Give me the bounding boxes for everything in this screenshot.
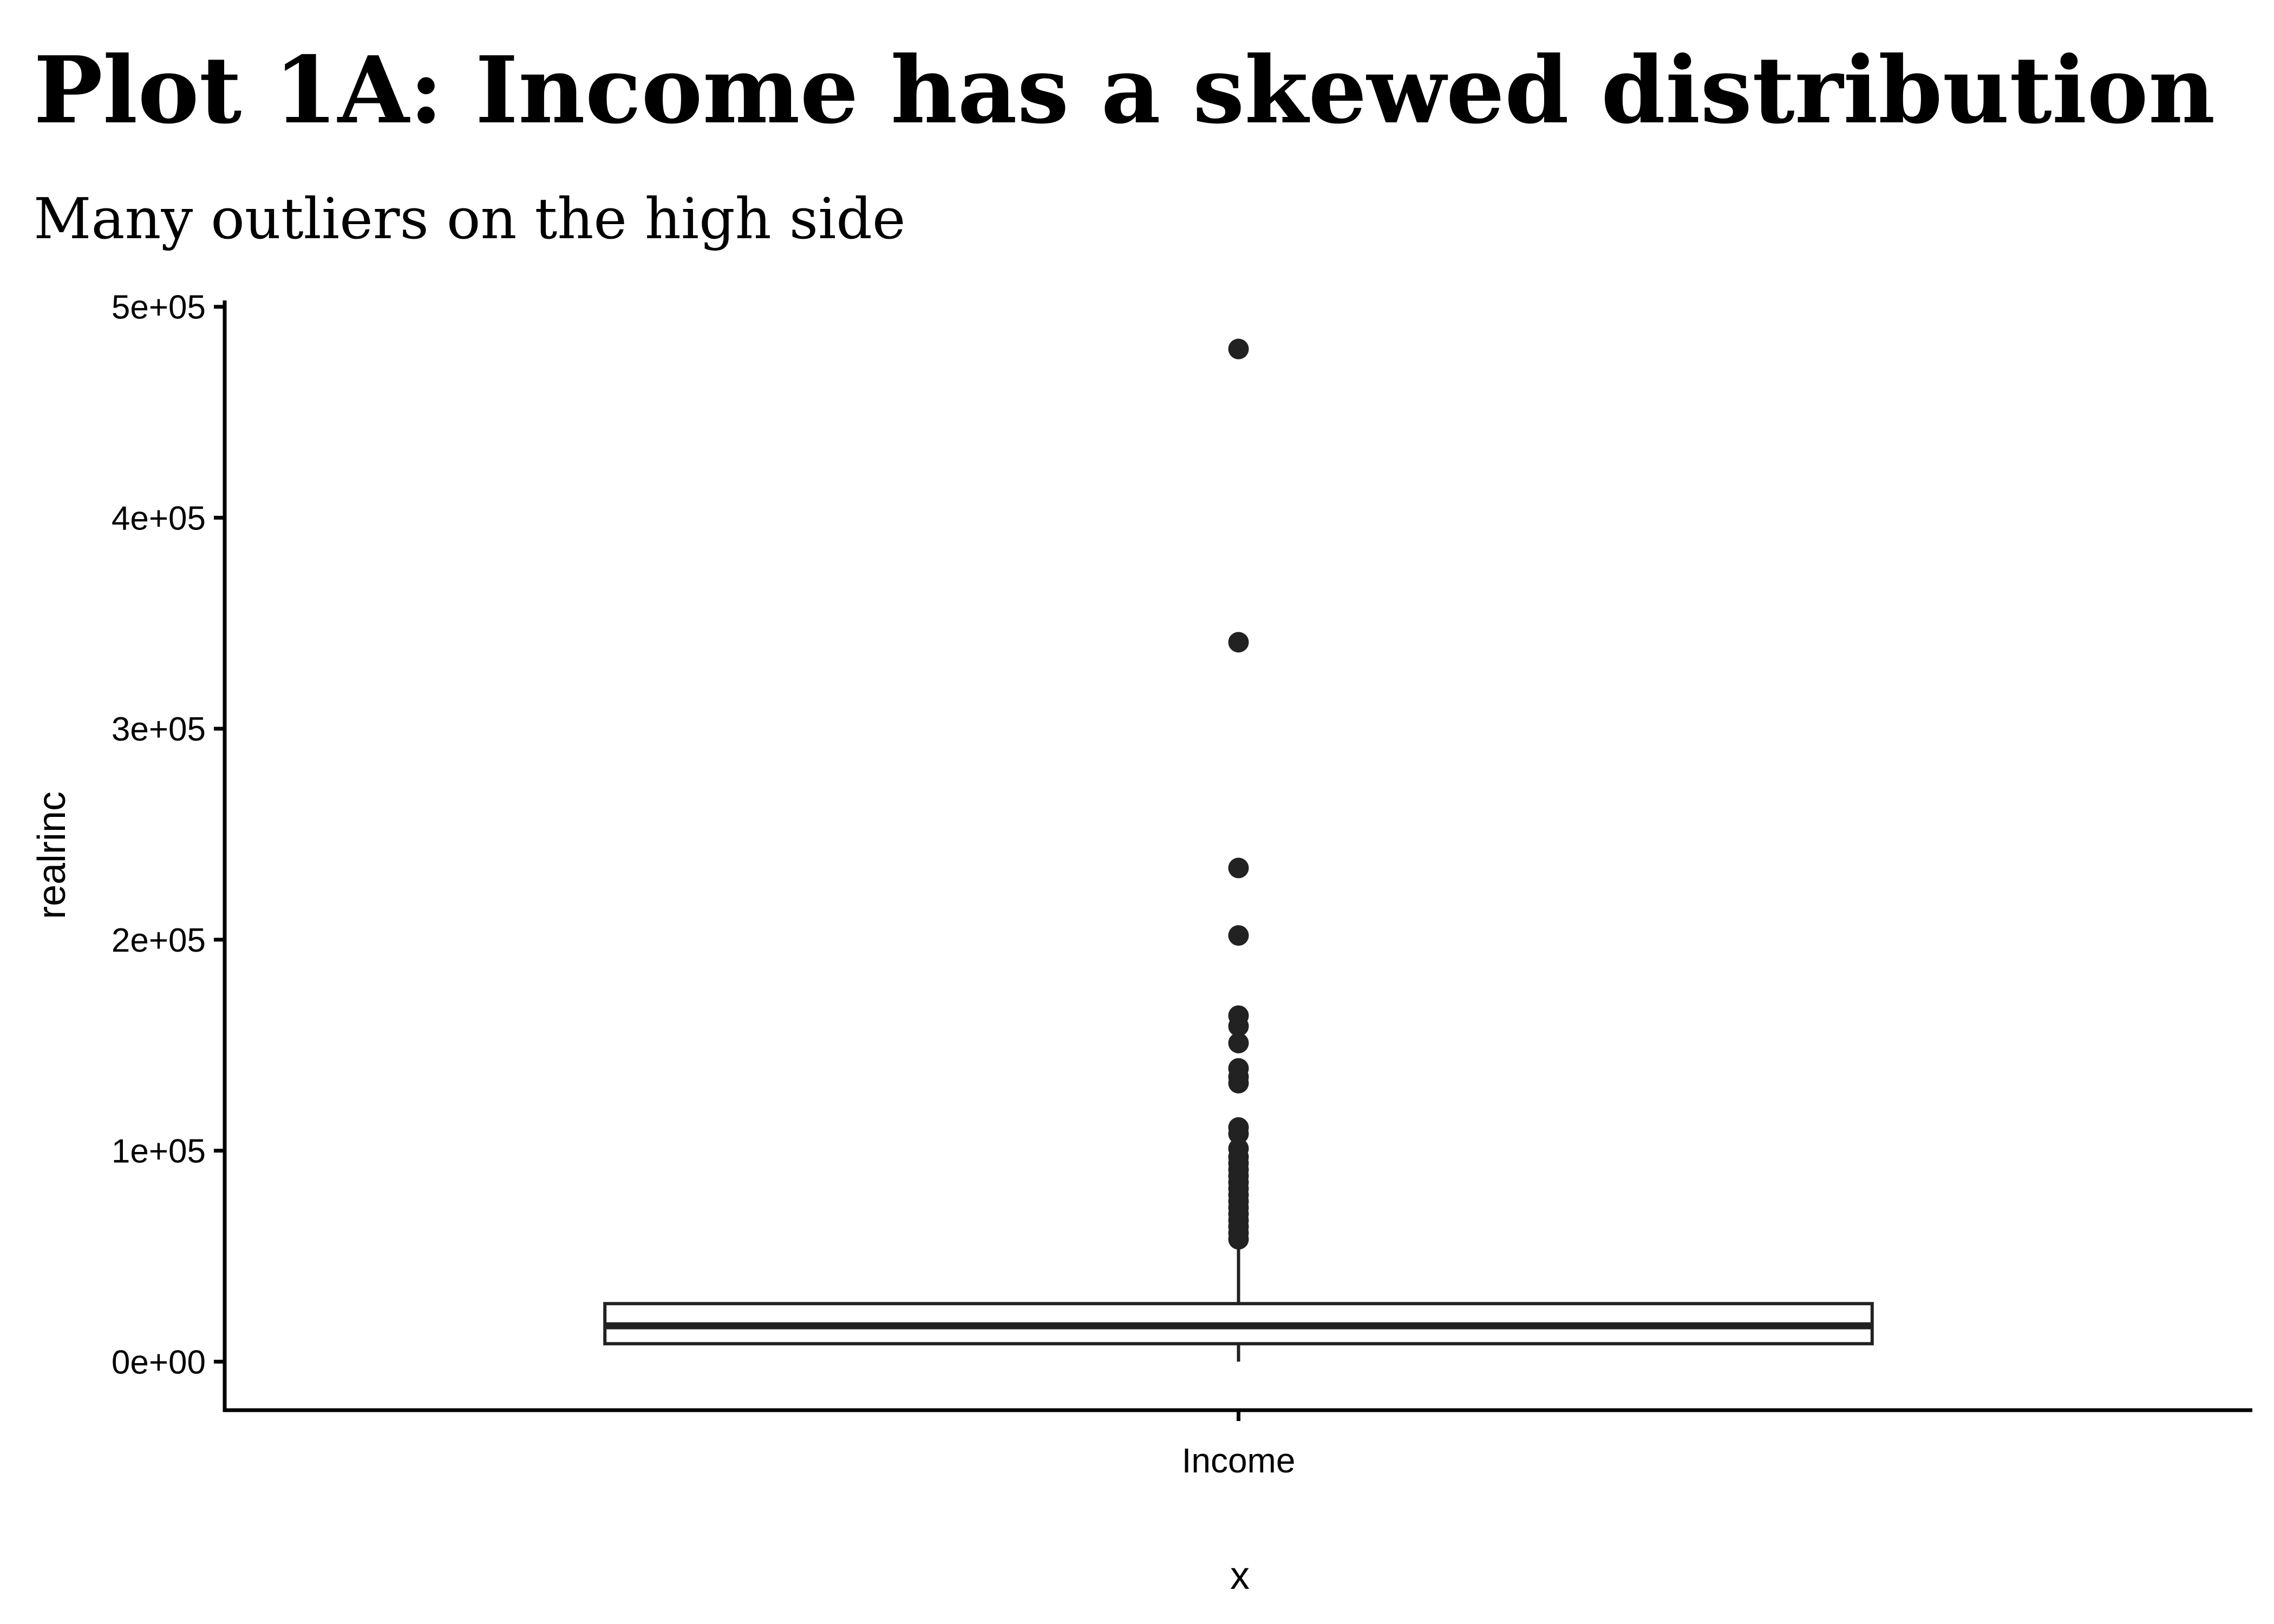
x-axis-label: x — [1230, 1554, 1250, 1597]
x-axis: Income — [223, 1408, 2252, 1480]
y-tick-label: 4e+05 — [112, 500, 206, 537]
outlier-point — [1228, 925, 1249, 946]
y-tick-label: 2e+05 — [112, 922, 206, 959]
y-tick-label: 0e+00 — [112, 1344, 206, 1381]
box-layer — [603, 338, 1874, 1362]
x-tick-label: Income — [1182, 1441, 1296, 1480]
y-tick-label: 1e+05 — [112, 1133, 206, 1170]
outlier-point — [1228, 1123, 1249, 1144]
chart-title: Plot 1A: Income has a skewed distributio… — [34, 36, 2216, 145]
box-income — [603, 338, 1874, 1362]
y-axis-label: realrinc — [30, 791, 74, 919]
outlier-point — [1228, 1229, 1249, 1250]
outlier-point — [1228, 857, 1249, 879]
outlier-point — [1228, 1032, 1249, 1053]
outlier-point — [1228, 1072, 1249, 1093]
chart-subtitle: Many outliers on the high side — [34, 186, 906, 252]
y-tick-label: 3e+05 — [112, 711, 206, 748]
y-axis: 0e+00 1e+05 2e+05 3e+05 4e+05 5e+05 — [112, 289, 227, 1410]
outlier-point — [1228, 1016, 1249, 1037]
outlier-point — [1228, 338, 1249, 359]
y-tick-label: 5e+05 — [112, 289, 206, 326]
outlier-point — [1228, 632, 1249, 653]
